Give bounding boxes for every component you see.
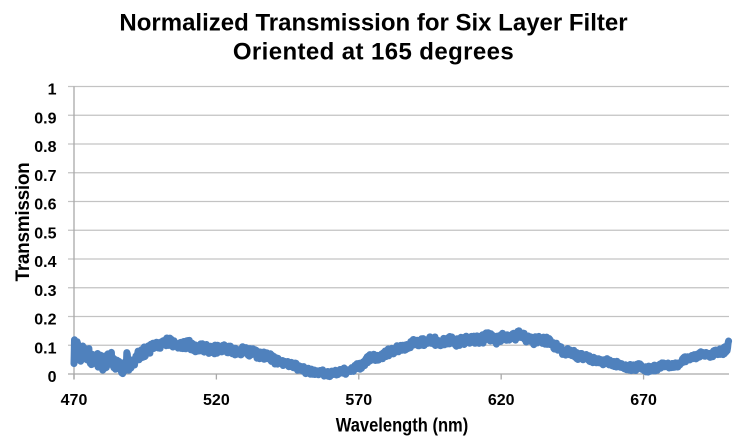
svg-text:0.5: 0.5 bbox=[34, 225, 56, 242]
svg-text:0.8: 0.8 bbox=[34, 139, 56, 156]
svg-text:Wavelength (nm): Wavelength (nm) bbox=[336, 414, 469, 435]
svg-text:520: 520 bbox=[203, 392, 230, 409]
svg-text:0: 0 bbox=[48, 369, 57, 386]
svg-text:0.1: 0.1 bbox=[34, 340, 56, 357]
svg-text:0.4: 0.4 bbox=[34, 254, 56, 271]
svg-text:Normalized Transmission for Si: Normalized Transmission for Six Layer Fi… bbox=[119, 10, 627, 37]
svg-text:0.7: 0.7 bbox=[34, 168, 56, 185]
svg-text:470: 470 bbox=[61, 392, 88, 409]
svg-text:0.2: 0.2 bbox=[34, 312, 56, 329]
svg-text:0.9: 0.9 bbox=[34, 110, 56, 127]
svg-text:0.3: 0.3 bbox=[34, 283, 56, 300]
svg-text:670: 670 bbox=[630, 392, 657, 409]
svg-text:0.6: 0.6 bbox=[34, 197, 56, 214]
svg-text:1: 1 bbox=[48, 82, 57, 99]
svg-text:Oriented at 165 degrees: Oriented at 165 degrees bbox=[233, 39, 514, 66]
svg-text:570: 570 bbox=[345, 392, 372, 409]
svg-text:Transmission: Transmission bbox=[13, 163, 34, 282]
svg-text:620: 620 bbox=[488, 392, 515, 409]
